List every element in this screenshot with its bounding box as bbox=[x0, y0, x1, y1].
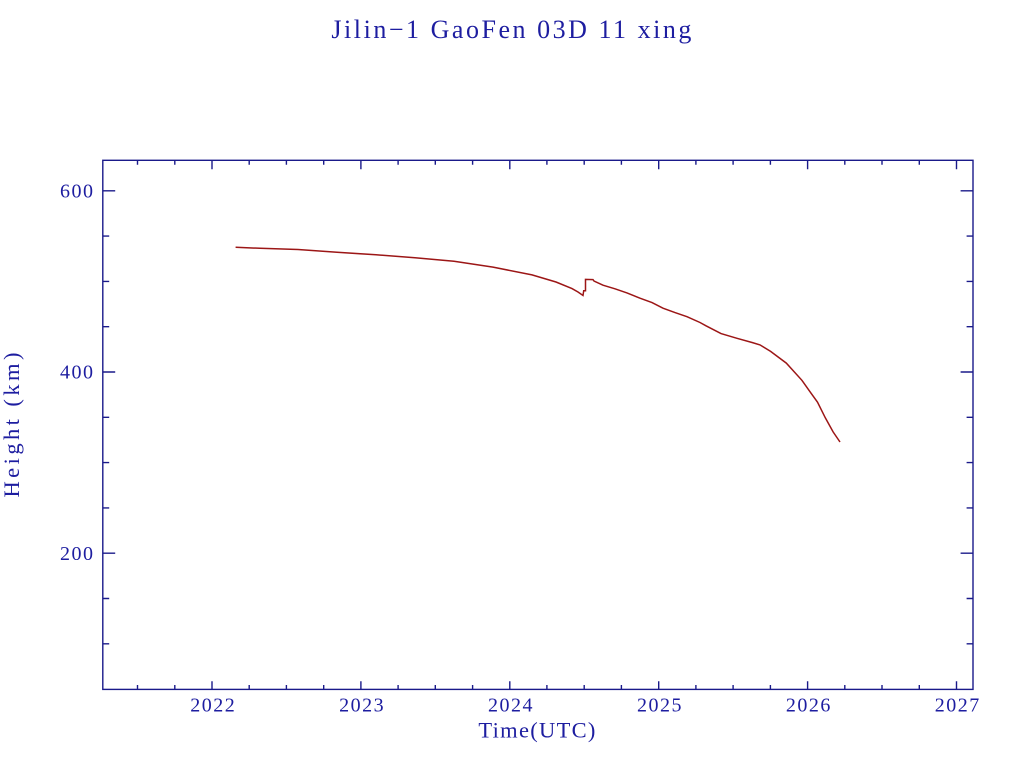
svg-text:400: 400 bbox=[60, 362, 93, 384]
svg-text:2027: 2027 bbox=[935, 695, 980, 717]
svg-text:2024: 2024 bbox=[488, 695, 533, 717]
svg-text:200: 200 bbox=[60, 543, 93, 565]
svg-text:2026: 2026 bbox=[786, 695, 831, 717]
svg-text:Time(UTC): Time(UTC) bbox=[478, 718, 595, 743]
svg-text:600: 600 bbox=[60, 180, 93, 202]
svg-text:2025: 2025 bbox=[637, 695, 682, 717]
svg-text:2022: 2022 bbox=[190, 695, 235, 717]
svg-text:2023: 2023 bbox=[339, 695, 384, 717]
svg-text:Height (km): Height (km) bbox=[0, 353, 24, 498]
